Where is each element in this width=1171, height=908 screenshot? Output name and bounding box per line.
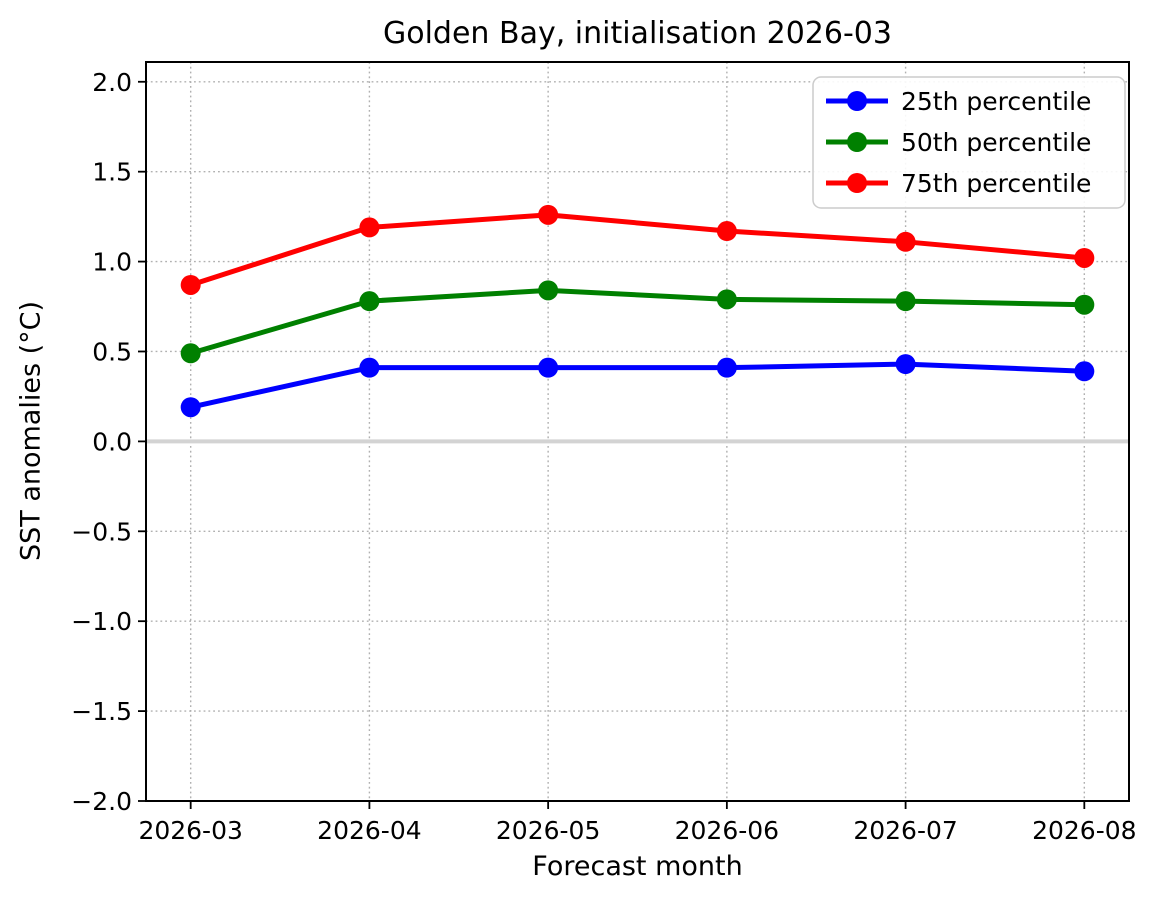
data-point-25th-percentile-2026-06 <box>716 357 737 378</box>
data-point-75th-percentile-2026-05 <box>538 204 559 225</box>
tick-label-x-2026-08: 2026-08 <box>1032 816 1136 845</box>
tick-label-y--1: −1.0 <box>71 607 132 636</box>
series-line-75th-percentile <box>188 212 1087 288</box>
legend-item-75th-percentile: 75th percentile <box>826 169 1091 198</box>
plot-border <box>145 61 1130 802</box>
series-line-25th-percentile <box>188 361 1087 410</box>
data-point-50th-percentile-2026-06 <box>716 289 737 310</box>
legend-swatch-marker-75th-percentile <box>847 173 867 193</box>
data-point-50th-percentile-2026-07 <box>895 291 916 312</box>
data-point-75th-percentile-2026-06 <box>716 221 737 242</box>
tick-label-x-2026-06: 2026-06 <box>675 816 779 845</box>
chart-title: Golden Bay, initialisation 2026-03 <box>383 16 892 51</box>
tick-label-y-1: 1.0 <box>92 248 132 277</box>
tick-label-x-2026-05: 2026-05 <box>496 816 600 845</box>
data-point-75th-percentile-2026-04 <box>359 217 380 238</box>
legend-item-25th-percentile: 25th percentile <box>826 87 1091 116</box>
data-point-25th-percentile-2026-03 <box>180 397 201 418</box>
data-point-25th-percentile-2026-04 <box>359 357 380 378</box>
data-point-75th-percentile-2026-07 <box>895 231 916 252</box>
legend-label-75th-percentile: 75th percentile <box>901 169 1091 198</box>
series-line-50th-percentile <box>188 287 1087 356</box>
data-point-25th-percentile-2026-07 <box>895 354 916 375</box>
tick-label-y--2: −2.0 <box>71 787 132 816</box>
data-point-25th-percentile-2026-05 <box>538 357 559 378</box>
data-point-75th-percentile-2026-03 <box>180 274 201 295</box>
x-axis-label: Forecast month <box>532 851 743 882</box>
legend-item-50th-percentile: 50th percentile <box>826 128 1091 157</box>
legend-label-25th-percentile: 25th percentile <box>901 87 1091 116</box>
tick-label-y--0.5: −0.5 <box>71 517 132 546</box>
tick-label-y-0: 0.0 <box>92 427 132 456</box>
tick-label-y-0.5: 0.5 <box>92 337 132 366</box>
data-point-50th-percentile-2026-04 <box>359 291 380 312</box>
tick-label-y-1.5: 1.5 <box>92 158 132 187</box>
tick-label-x-2026-04: 2026-04 <box>317 816 421 845</box>
y-axis-label: SST anomalies (°C) <box>15 300 47 562</box>
data-point-50th-percentile-2026-05 <box>538 280 559 301</box>
data-point-50th-percentile-2026-03 <box>180 343 201 364</box>
legend-swatch-marker-25th-percentile <box>847 91 867 111</box>
tick-label-x-2026-07: 2026-07 <box>853 816 957 845</box>
tick-label-x-2026-03: 2026-03 <box>138 816 242 845</box>
data-point-50th-percentile-2026-08 <box>1074 294 1095 315</box>
legend-label-50th-percentile: 50th percentile <box>901 128 1091 157</box>
tick-label-y-2: 2.0 <box>92 68 132 97</box>
legend-box <box>812 76 1126 209</box>
legend-swatch-marker-50th-percentile <box>847 132 867 152</box>
legend: 25th percentile 50th percentile 75th perce… <box>812 76 1126 209</box>
data-point-75th-percentile-2026-08 <box>1074 247 1095 268</box>
tick-label-y--1.5: −1.5 <box>71 697 132 726</box>
data-point-25th-percentile-2026-08 <box>1074 361 1095 382</box>
